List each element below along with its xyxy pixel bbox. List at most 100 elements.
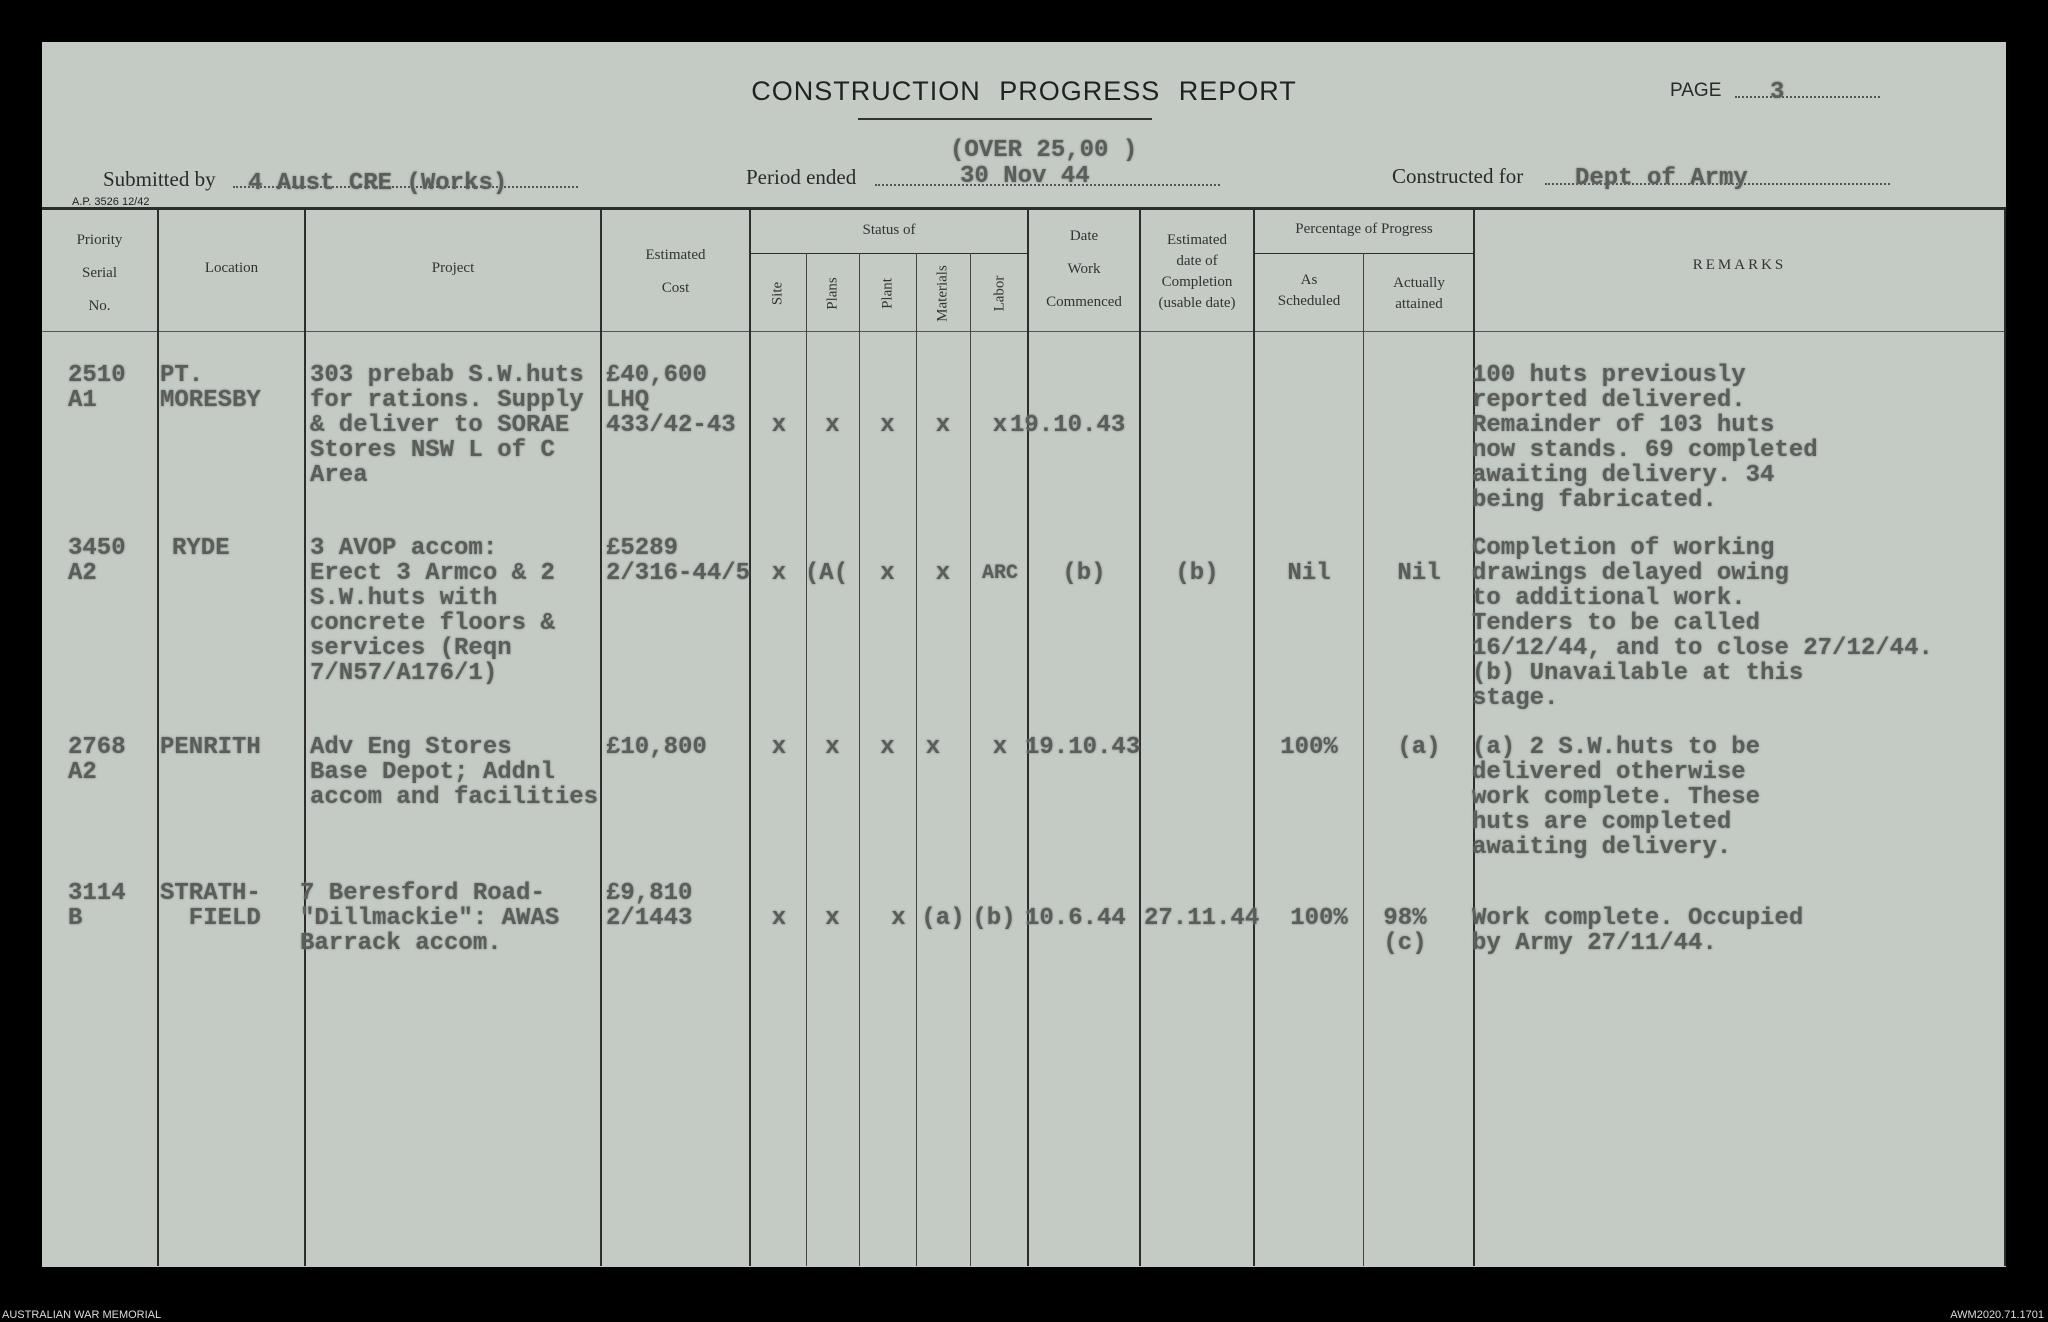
header-project: Project [431,260,475,276]
location-cell: PT. MORESBY [160,362,261,414]
attained-cell: (a) [1397,734,1441,761]
col-divider [859,253,860,1266]
header-cost: Estimated Cost [645,247,706,296]
col-divider [970,253,971,1266]
attained-cell: Nil [1397,560,1441,587]
completion-cell: 27.11.44 [1144,905,1260,932]
report-title: CONSTRUCTION PROGRESS REPORT [751,76,1297,106]
commenced-cell: 19.10.43 [1010,412,1126,439]
header-plans: Plans [824,277,841,310]
header-commenced: Date Work Commenced [1046,228,1122,310]
page-number: 3 [1770,79,1785,106]
col-divider [600,208,602,1266]
plans-cell: x [825,412,840,439]
remarks-cell: (a) 2 S.W.huts to be delivered otherwise… [1472,734,1761,861]
commenced-cell: (b) [1062,560,1106,587]
col-divider [157,208,159,1266]
remarks-cell: 100 huts previously reported delivered. … [1472,362,1818,514]
table-top-rule [42,207,2006,210]
page-dotted-line [1735,96,1880,98]
project-cell: Adv Eng Stores Base Depot; Addnl accom a… [310,734,599,811]
plans-cell: x [825,905,840,932]
plans-cell: x [825,734,840,761]
completion-cell: (b) [1175,560,1219,587]
plant-cell: x [891,905,906,932]
header-percentage: Percentage of Progress [1295,221,1433,237]
labor-cell: (b) [972,905,1016,932]
cost-cell: £9,810 2/1443 [606,880,693,932]
location-cell: STRATH- FIELD [160,880,261,932]
attained-cell: 98% (c) [1383,905,1427,957]
scheduled-cell: Nil [1287,560,1331,587]
header-actually-attained: Actually attained [1393,275,1445,312]
scheduled-cell: 100% [1280,734,1338,761]
serial-cell: 2510 A1 [68,362,126,414]
labor-cell: x [992,734,1008,761]
plans-cell: (A( [804,560,849,587]
header-as-scheduled: As Scheduled [1277,272,1341,309]
document-paper [42,42,2006,1267]
header-location: Location [204,260,259,276]
submitted-by-label: Submitted by [103,167,216,191]
form-code: A.P. 3526 12/42 [72,196,150,208]
period-ended-line [875,184,1220,186]
col-divider [1139,208,1141,1266]
col-divider [916,253,917,1266]
header-materials: Materials [934,265,951,322]
period-ended-value: 30 Nov 44 [960,163,1090,190]
percentage-sub-rule [1254,253,1474,254]
location-cell: RYDE [172,535,230,562]
col-divider [1473,208,1475,1266]
labor-cell: x [992,412,1008,439]
header-remarks: REMARKS [1692,257,1787,273]
constructed-for-label: Constructed for [1392,164,1524,188]
site-cell: x [771,412,787,439]
site-cell: x [771,560,787,587]
scheduled-cell: 100% [1290,905,1348,932]
col-divider [749,208,751,1266]
location-cell: PENRITH [160,734,261,761]
submitted-by-value: 4 Aust CRE (Works) [248,170,508,197]
constructed-for-line [1545,183,1890,185]
submitted-by-line [233,186,578,188]
project-cell: 3 AVOP accom: Erect 3 Armco & 2 S.W.huts… [310,535,555,687]
commenced-cell: 19.10.43 [1025,734,1141,761]
footer-accession-number: AWM2020.71.1701 [1950,1309,2044,1321]
remarks-cell: Completion of working drawings delayed o… [1472,535,1933,712]
col-divider [806,253,807,1266]
site-cell: x [771,905,787,932]
plant-cell: x [880,412,895,439]
materials-cell: x [925,734,941,761]
period-note: (OVER 25,00 ) [950,137,1138,164]
labor-cell: ARC [981,562,1018,585]
materials-cell: x [935,560,951,587]
header-serial: Priority Serial No. [76,232,123,314]
plant-cell: x [880,734,895,761]
title-underline [858,118,1152,120]
constructed-for-value: Dept of Army [1575,165,1748,192]
header-labor: Labor [991,275,1008,312]
col-divider [2004,208,2006,1266]
plant-cell: x [880,560,895,587]
serial-cell: 3114 B [68,880,126,932]
serial-cell: 2768 A2 [68,734,126,786]
col-divider [1363,253,1364,1266]
header-status-of: Status of [862,222,916,238]
header-site: Site [769,281,786,306]
serial-cell: 3450 A2 [68,535,126,587]
status-sub-rule [751,253,1028,254]
cost-cell: £5289 2/316-44/5 [606,535,751,587]
period-ended-label: Period ended [746,165,857,189]
commenced-cell: 10.6.44 [1025,905,1126,932]
project-cell: 303 prebab S.W.huts for rations. Supply … [310,362,584,489]
remarks-cell: Work complete. Occupied by Army 27/11/44… [1472,905,1804,957]
header-bottom-rule [42,331,2006,332]
materials-cell: x [935,412,951,439]
footer-institution: AUSTRALIAN WAR MEMORIAL [2,1309,162,1321]
cost-cell: £40,600 LHQ 433/42-43 [606,362,736,439]
project-cell: 7 Beresford Road- "Dillmackie": AWAS Bar… [300,880,560,957]
page-label: PAGE [1670,80,1722,101]
header-completion: Estimated date of Completion (usable dat… [1158,232,1236,311]
cost-cell: £10,800 [606,734,707,761]
col-divider [1253,208,1255,1266]
